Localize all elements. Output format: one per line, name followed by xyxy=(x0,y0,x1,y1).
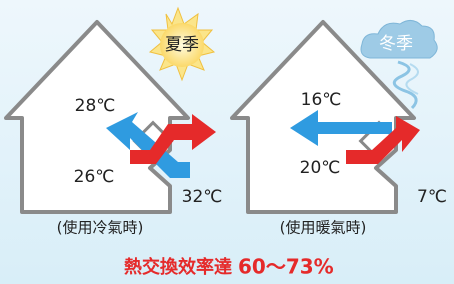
caption: (使用暖氣時) xyxy=(280,219,367,237)
diagram: 夏季 冬季 28℃ 26℃ 32℃ (使用冷氣時) 16℃ 20℃ 7℃ (使用… xyxy=(0,0,454,284)
footer-value: 60～73% xyxy=(238,255,334,279)
season-label: 冬季 xyxy=(379,34,413,54)
temperature: 32℃ xyxy=(182,187,223,207)
temperature: 20℃ xyxy=(300,158,341,178)
footer-text: 熱交換效率達 xyxy=(124,256,232,278)
season-label: 夏季 xyxy=(165,35,199,55)
caption: (使用冷氣時) xyxy=(57,219,144,237)
temperature: 26℃ xyxy=(74,167,115,187)
temperature: 7℃ xyxy=(417,187,447,207)
temperature: 28℃ xyxy=(75,96,116,116)
temperature: 16℃ xyxy=(301,90,342,110)
